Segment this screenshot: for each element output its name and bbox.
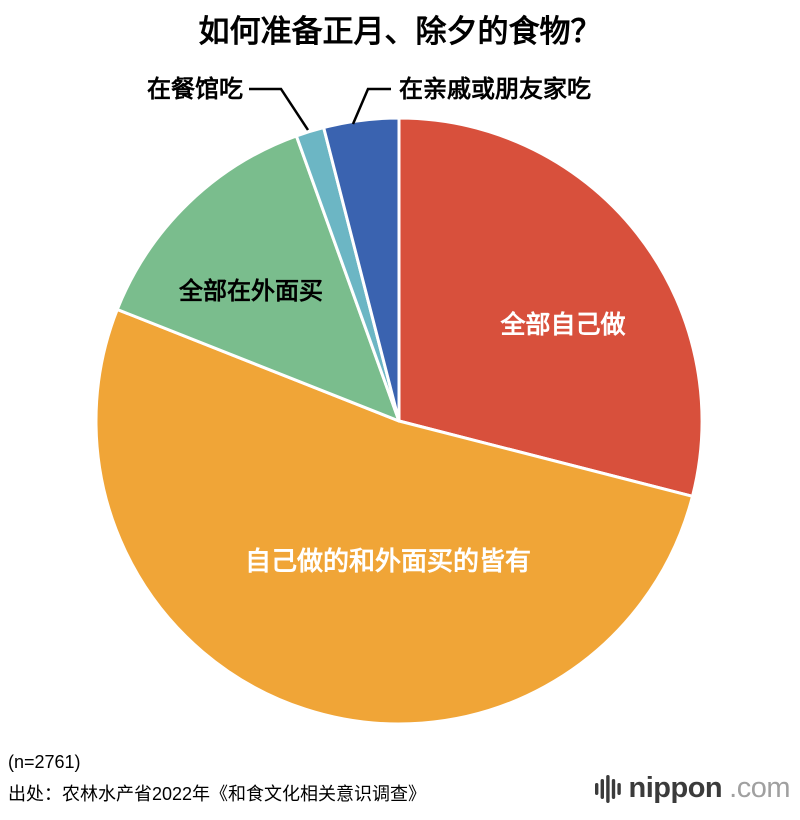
label-eat-at-restaurant: 在餐馆吃 [147,75,243,103]
chart-title: 如何准备正月、除夕的食物？ [198,14,602,49]
pie-slices [94,116,704,726]
equalizer-bars-icon [594,774,621,803]
brand-tld: .com [729,772,790,804]
callout-line-restaurant [249,87,310,131]
source-note: 出处：农林水产省2022年《和食文化相关意识调查》 [8,784,427,804]
callout-line-relatives [351,87,391,125]
pie-slice-0 [397,116,704,498]
label-homemade-and-bought: 自己做的和外面买的皆有 [245,546,531,576]
label-all-bought: 全部在外面买 [178,277,323,305]
label-eat-at-relatives: 在亲戚或朋友家吃 [399,75,591,103]
label-all-homemade: 全部自己做 [499,310,625,339]
pie-slice-2 [115,134,401,423]
sample-size: (n=2761) [8,752,81,772]
pie-slice-1 [94,307,694,726]
brand-name: nippon [628,772,723,804]
nippon-com-logo: nippon .com [594,772,790,805]
pie-slice-4 [322,116,401,423]
